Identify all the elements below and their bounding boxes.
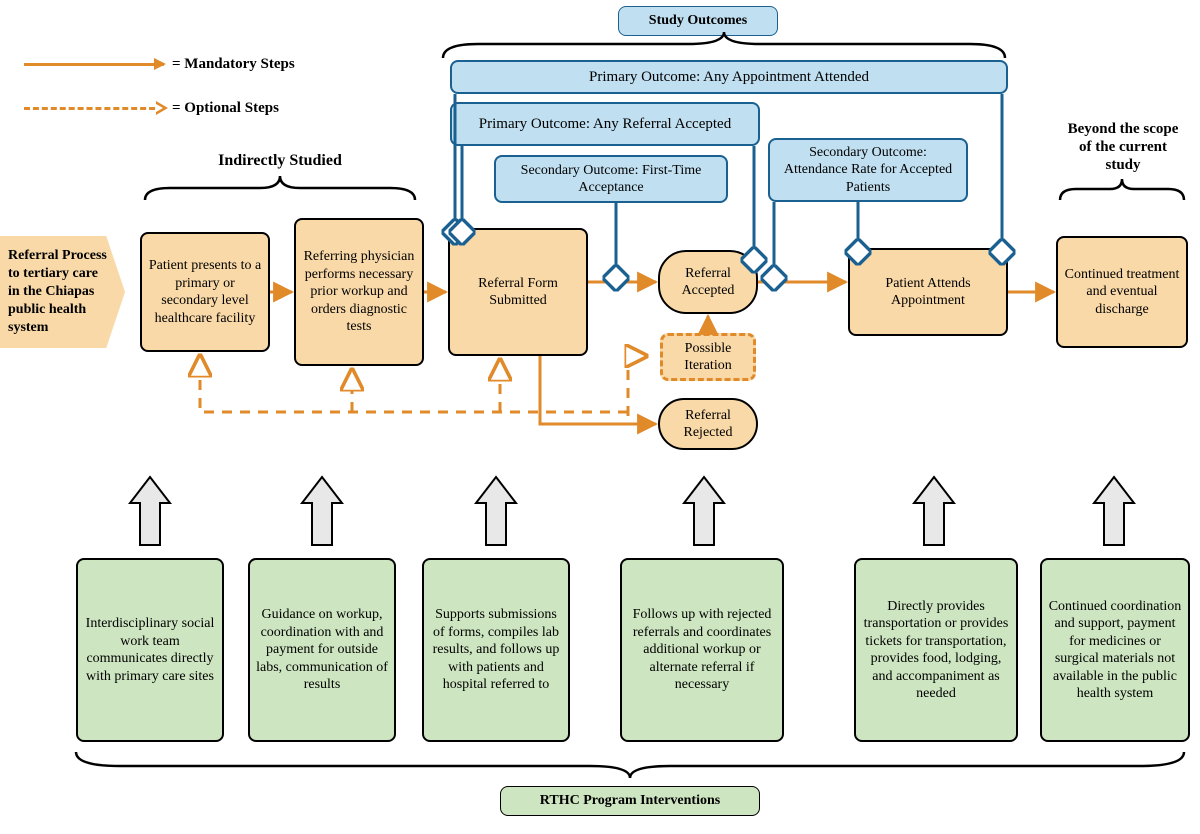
legend-optional-text: = Optional Steps	[172, 100, 279, 117]
box-patient-attends: Patient Attends Appointment	[848, 248, 1008, 336]
referral-start-text: Referral Process to tertiary care in the…	[8, 247, 107, 338]
intervention-3: Supports submissions of forms, compiles …	[422, 558, 570, 742]
intervention-6: Continued coordination and support, paym…	[1040, 558, 1190, 742]
legend-mandatory: = Mandatory Steps	[24, 56, 295, 73]
brace-rthc	[70, 748, 1190, 780]
outcome-primary-ref: Primary Outcome: Any Referral Accepted	[450, 102, 760, 146]
box-patient-presents: Patient presents to a primary or seconda…	[140, 232, 270, 352]
intervention-5: Directly provides transportation or prov…	[854, 558, 1018, 742]
intervention-1: Interdisciplinary social work team commu…	[76, 558, 224, 742]
rthc-tag: RTHC Program Interventions	[500, 786, 760, 816]
box-referring-phys: Referring physician performs necessary p…	[294, 218, 424, 366]
box-continued: Continued treatment and eventual dischar…	[1056, 236, 1188, 348]
intervention-2: Guidance on workup, coordination with an…	[248, 558, 396, 742]
up-arrow-6	[1092, 475, 1136, 547]
legend-optional: = Optional Steps	[24, 100, 279, 117]
legend-mandatory-text: = Mandatory Steps	[172, 56, 295, 73]
referral-start: Referral Process to tertiary care in the…	[0, 236, 125, 348]
box-referral-accepted: Referral Accepted	[658, 250, 758, 314]
brace-indirectly	[140, 172, 420, 202]
box-possible-iteration: Possible Iteration	[660, 333, 756, 381]
up-arrow-3	[474, 475, 518, 547]
brace-beyond	[1056, 176, 1188, 202]
box-referral-rejected: Referral Rejected	[658, 398, 758, 450]
brace-outcomes	[438, 30, 1010, 60]
up-arrow-4	[682, 475, 726, 547]
intervention-4: Follows up with rejected referrals and c…	[620, 558, 784, 742]
up-arrow-1	[128, 475, 172, 547]
outcome-primary-appt: Primary Outcome: Any Appointment Attende…	[450, 60, 1008, 94]
section-indirectly: Indirectly Studied	[160, 152, 400, 170]
section-beyond: Beyond the scope of the current study	[1062, 120, 1184, 174]
box-form-submitted: Referral Form Submitted	[448, 228, 588, 356]
up-arrow-5	[912, 475, 956, 547]
outcome-secondary-attend: Secondary Outcome: Attendance Rate for A…	[768, 138, 968, 202]
outcome-secondary-first: Secondary Outcome: First-Time Acceptance	[494, 155, 728, 203]
up-arrow-2	[300, 475, 344, 547]
